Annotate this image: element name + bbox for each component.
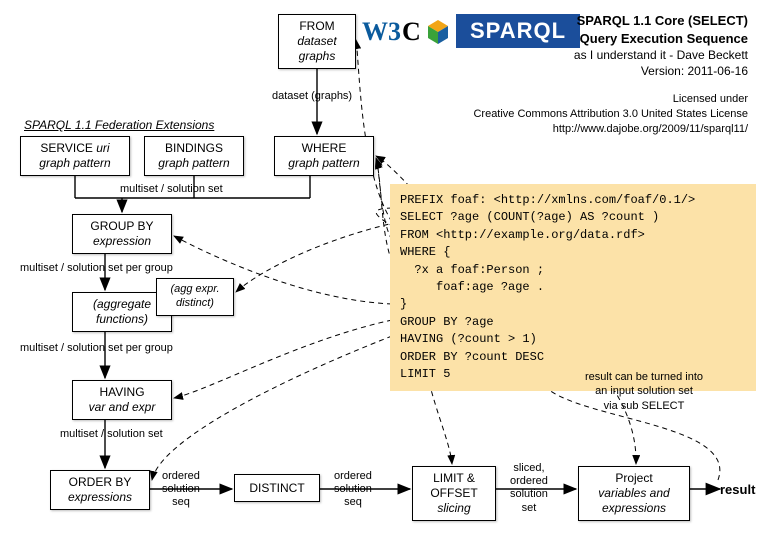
node-bindings: BINDINGSgraph pattern (144, 136, 244, 176)
edge-label-msspg2: multiset / solution set per group (20, 342, 173, 355)
node-having: HAVINGvar and expr (72, 380, 172, 420)
node-limit: LIMIT &OFFSETslicing (412, 466, 496, 521)
federation-heading: SPARQL 1.1 Federation Extensions (24, 118, 214, 132)
node-service: SERVICE urigraph pattern (20, 136, 130, 176)
result-label: result (720, 482, 755, 497)
note-line: result can be turned into (560, 370, 728, 384)
node-distinct: DISTINCT (234, 474, 320, 502)
w3c-logo: W3 C (362, 14, 452, 50)
svg-text:C: C (402, 17, 421, 46)
license-block: Licensed under Creative Commons Attribut… (428, 92, 748, 137)
node-where: WHEREgraph pattern (274, 136, 374, 176)
byline: as I understand it - Dave Beckett (488, 47, 748, 63)
note-line: via sub SELECT (560, 399, 728, 413)
edge-label-mss1: multiset / solution set (120, 183, 223, 196)
node-aggside: (agg expr.distinct) (156, 278, 234, 316)
license-url: http://www.dajobe.org/2009/11/sparql11/ (428, 122, 748, 137)
header-block: SPARQL 1.1 Core (SELECT) Query Execution… (488, 12, 748, 79)
edge-label-oss2: orderedsolutionseq (334, 470, 372, 510)
node-from: FROMdatasetgraphs (278, 14, 356, 69)
node-orderby: ORDER BYexpressions (50, 470, 150, 510)
subselect-note: result can be turned into an input solut… (560, 370, 728, 413)
edge-label-sliced: sliced,orderedsolutionset (510, 462, 548, 515)
node-project: Projectvariables andexpressions (578, 466, 690, 521)
edge-label-msspg1: multiset / solution set per group (20, 262, 173, 275)
svg-text:W3: W3 (362, 17, 401, 46)
sparql-code-block: PREFIX foaf: <http://xmlns.com/foaf/0.1/… (390, 184, 756, 391)
version: Version: 2011-06-16 (488, 63, 748, 79)
edge-label-mss2: multiset / solution set (60, 428, 163, 441)
node-groupby: GROUP BYexpression (72, 214, 172, 254)
page-subtitle: Query Execution Sequence (488, 30, 748, 48)
edge-label-dataset: dataset (graphs) (272, 90, 352, 103)
edge-label-oss1: orderedsolutionseq (162, 470, 200, 510)
note-line: an input solution set (560, 384, 728, 398)
page-title: SPARQL 1.1 Core (SELECT) (488, 12, 748, 30)
license-line1: Licensed under (428, 92, 748, 107)
license-line2: Creative Commons Attribution 3.0 United … (428, 107, 748, 122)
